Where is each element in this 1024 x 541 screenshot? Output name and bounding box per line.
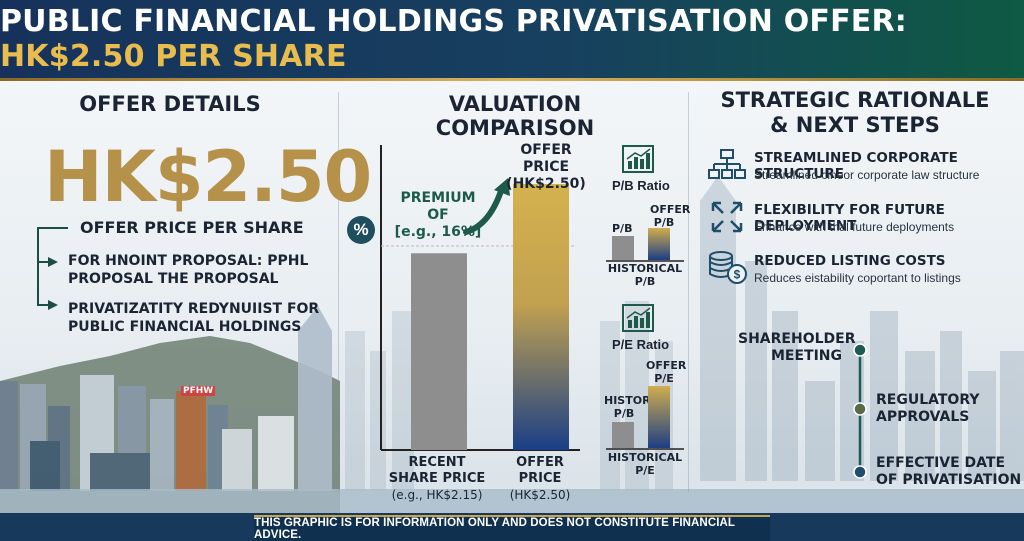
timeline-step-2-line1: REGULATORY xyxy=(876,392,980,408)
pe-historical-bar xyxy=(612,422,634,448)
bar-recent-label-line3: (e.g., HK$2.15) xyxy=(391,488,483,502)
strategic-item-3-title: REDUCED LISTING COSTS xyxy=(754,253,946,269)
title-accent: HK$2.50 PER SHARE xyxy=(0,39,347,74)
pb-mini-chart xyxy=(606,228,684,262)
pb-historical-bar xyxy=(612,236,634,260)
timeline-step-3: EFFECTIVE DATE OF PRIVATISATION xyxy=(876,455,1021,489)
offer-price-top-label: OFFER PRICE (HK$2.50) xyxy=(496,142,596,193)
bar-recent-label-line1: RECENT xyxy=(408,455,466,470)
header-divider xyxy=(0,78,1024,81)
panel-divider-left xyxy=(338,92,339,492)
timeline-step-3-line2: OF PRIVATISATION xyxy=(876,472,1022,488)
pe-chart-icon xyxy=(622,304,654,332)
cityscape-illustration xyxy=(0,176,1024,513)
timeline-step-3-line1: EFFECTIVE DATE xyxy=(876,455,1006,471)
pb-right-label: OFFER P/B xyxy=(650,203,691,229)
strategic-item-1-desc: Streamlined cineor corporate law structu… xyxy=(754,168,980,182)
pe-base-label-line2: P/E xyxy=(635,464,655,477)
building-sign: PFHW xyxy=(181,386,216,396)
pe-offer-bar xyxy=(648,386,670,448)
bar-recent-share-price xyxy=(411,253,467,450)
timeline-dot-2 xyxy=(853,402,867,416)
pe-right-label-line1: OFFER xyxy=(646,359,687,372)
pb-chart-icon xyxy=(622,145,654,173)
timeline-step-1-line2: MEETING xyxy=(770,348,842,364)
offer-bullet-1-line1: FOR HNOINT PROPOSAL: PPHL xyxy=(68,253,309,269)
premium-arrow xyxy=(463,178,510,235)
header-banner: PUBLIC FINANCIAL HOLDINGS PRIVATISATION … xyxy=(0,0,1024,78)
bar-offer-label-line3: (HK$2.50) xyxy=(509,488,571,502)
premium-callout: PREMIUM OF [e.g., 16%] xyxy=(392,190,484,241)
timeline-step-1: SHAREHOLDER MEETING xyxy=(738,331,856,365)
pb-offer-bar xyxy=(648,228,670,260)
offer-bullet-1-line2: PROPOSAL THE PROPOSAL xyxy=(68,271,279,287)
expand-arrows-icon xyxy=(711,201,743,233)
strategic-title-line1: STRATEGIC RATIONALE xyxy=(720,88,990,112)
bar-offer-label: OFFER PRICE (HK$2.50) xyxy=(490,455,590,503)
offer-bullet-2: PRIVATIZATITY REDYNUIIST FOR PUBLIC FINA… xyxy=(68,300,319,336)
strategic-item-2-desc: Enhance with thal future deployments xyxy=(754,220,955,234)
pb-base-label: HISTORICAL P/B xyxy=(606,262,684,288)
valuation-title: VALUATION COMPARISON xyxy=(435,92,595,140)
offer-top-line2: (HK$2.50) xyxy=(506,176,586,192)
pb-base-label-line2: P/B xyxy=(634,275,656,288)
pb-ratio-title: P/B Ratio xyxy=(612,178,670,193)
premium-line1: PREMIUM OF xyxy=(400,190,476,223)
strategic-title-line2: & NEXT STEPS xyxy=(770,113,940,137)
offer-details-title: OFFER DETAILS xyxy=(79,92,261,116)
title-prefix: PUBLIC FINANCIAL HOLDINGS PRIVATISATION … xyxy=(0,4,907,39)
pe-base-label-line1: HISTORICAL xyxy=(607,451,683,464)
pe-left-label-line2: P/B xyxy=(613,407,635,420)
bar-recent-label-line2: SHARE PRICE xyxy=(388,471,486,486)
strategic-item-1-title: STREAMLINED CORPORATE STRUCTURE xyxy=(754,150,958,182)
org-chart-icon xyxy=(708,149,746,179)
premium-line2: [e.g., 16%] xyxy=(394,224,482,240)
pe-ratio-title: P/E Ratio xyxy=(612,337,670,352)
percent-icon: % xyxy=(347,216,375,244)
timeline-dot-3 xyxy=(853,465,867,479)
timeline-step-2-line2: APPROVALS xyxy=(876,409,970,425)
strategic-item-2-title: FLEXIBILITY FOR FUTURE DEPLOYMENT xyxy=(754,202,945,234)
panel-divider-right xyxy=(688,92,689,492)
coins-icon: $ xyxy=(709,251,747,284)
bullet-connector xyxy=(37,227,68,310)
offer-top-line1: OFFER PRICE xyxy=(520,142,572,175)
timeline-dot-1 xyxy=(853,343,867,357)
pb-base-label-line1: HISTORICAL xyxy=(607,262,683,275)
timeline-line xyxy=(853,343,867,479)
pb-right-label-line2: P/B xyxy=(653,216,675,229)
offer-bullet-2-line1: PRIVATIZATITY REDYNUIIST FOR xyxy=(68,301,320,317)
timeline-step-2: REGULATORY APPROVALS xyxy=(876,392,979,426)
pb-left-label: P/B xyxy=(612,222,633,235)
bar-offer-label-line2: PRICE xyxy=(518,471,562,486)
bar-offer-price xyxy=(513,184,569,450)
disclaimer-text: THIS GRAPHIC IS FOR INFORMATION ONLY AND… xyxy=(254,517,735,541)
pe-base-label: HISTORICAL P/E xyxy=(600,451,690,477)
page-title: PUBLIC FINANCIAL HOLDINGS PRIVATISATION … xyxy=(0,4,1024,74)
percent-symbol: % xyxy=(353,220,369,239)
valuation-bar-chart xyxy=(380,145,580,451)
offer-price-label: OFFER PRICE PER SHARE xyxy=(80,218,304,237)
strategic-title: STRATEGIC RATIONALE & NEXT STEPS xyxy=(720,88,990,138)
offer-bullet-1: FOR HNOINT PROPOSAL: PPHL PROPOSAL THE P… xyxy=(68,252,308,288)
pe-right-label: OFFER P/E xyxy=(646,359,687,385)
pb-right-label-line1: OFFER xyxy=(650,203,691,216)
pe-left-label-line1: HISTOR xyxy=(604,394,651,407)
strategic-item-3-desc: Reduces eistability coportant to listing… xyxy=(754,271,961,285)
offer-price-value: HK$2.50 xyxy=(44,136,372,218)
pe-mini-chart xyxy=(606,386,684,450)
bar-recent-label: RECENT SHARE PRICE (e.g., HK$2.15) xyxy=(372,455,502,503)
svg-text:$: $ xyxy=(734,268,741,282)
timeline-step-1-line1: SHAREHOLDER xyxy=(738,331,856,347)
disclaimer-banner: THIS GRAPHIC IS FOR INFORMATION ONLY AND… xyxy=(254,515,770,541)
pe-right-label-line2: P/E xyxy=(654,372,674,385)
bar-offer-label-line1: OFFER xyxy=(516,455,564,470)
offer-bullet-2-line2: PUBLIC FINANCIAL HOLDINGS xyxy=(68,319,302,335)
pe-left-label: HISTOR P/B xyxy=(604,394,651,420)
